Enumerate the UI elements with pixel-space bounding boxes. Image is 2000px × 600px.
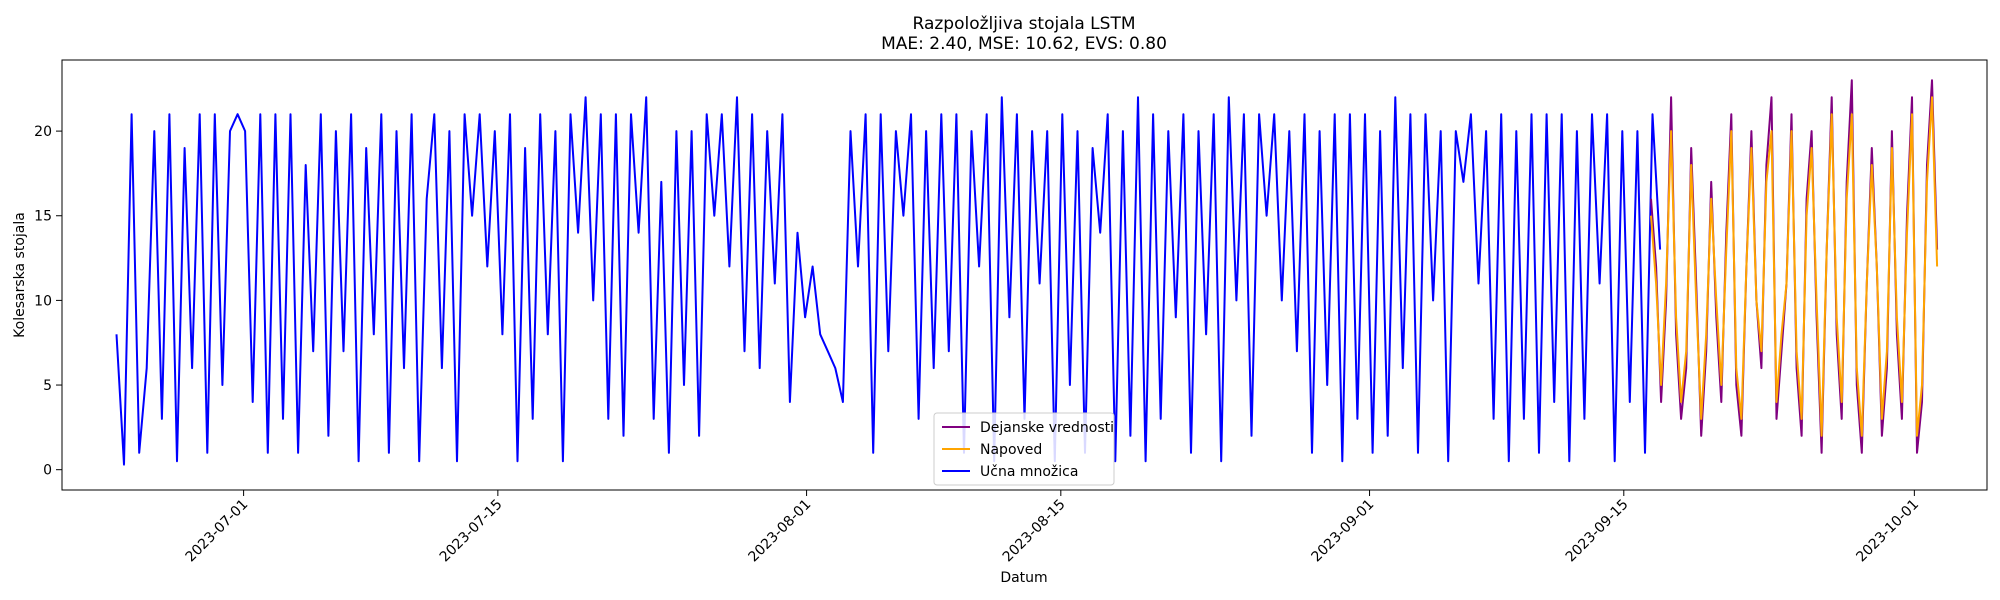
x-tick-label: 2023-08-01 [746,497,815,566]
legend-label-actual: Dejanske vrednosti [980,420,1114,436]
x-tick-label: 2023-07-15 [437,497,506,566]
series-line-training [115,96,1662,466]
legend-box [933,412,1115,486]
y-axis: 0 5 10 15 20 [34,124,62,479]
x-tick-label: 2023-09-15 [1563,497,1632,566]
plot-frame [61,59,1988,491]
x-tick-label: 2023-10-01 [1853,497,1922,566]
y-axis-label: Kolesarska stojala [12,212,28,338]
x-tick-label: 2023-09-01 [1309,497,1378,566]
y-tick-label: 10 [34,293,52,309]
y-tick-label: 0 [43,463,52,479]
y-tick-label: 20 [34,124,52,140]
series-layer [115,79,1939,466]
x-tick-label: 2023-07-01 [183,497,252,566]
legend-label-forecast: Napoved [980,442,1042,458]
series-line-forecast [1650,96,1939,437]
x-tick-label: 2023-08-15 [1000,497,1069,566]
chart-subtitle: MAE: 2.40, MSE: 10.62, EVS: 0.80 [881,34,1167,54]
x-axis-label: Datum [1000,570,1047,586]
legend: Dejanske vrednosti Napoved Učna množica [933,412,1115,486]
chart-title: Razpoložljiva stojala LSTM [913,14,1136,34]
legend-label-training: Učna množica [980,464,1078,480]
x-axis: 2023-07-01 2023-07-15 2023-08-01 2023-08-15… [183,490,1922,566]
y-tick-label: 15 [34,209,52,225]
y-tick-label: 5 [43,378,52,394]
